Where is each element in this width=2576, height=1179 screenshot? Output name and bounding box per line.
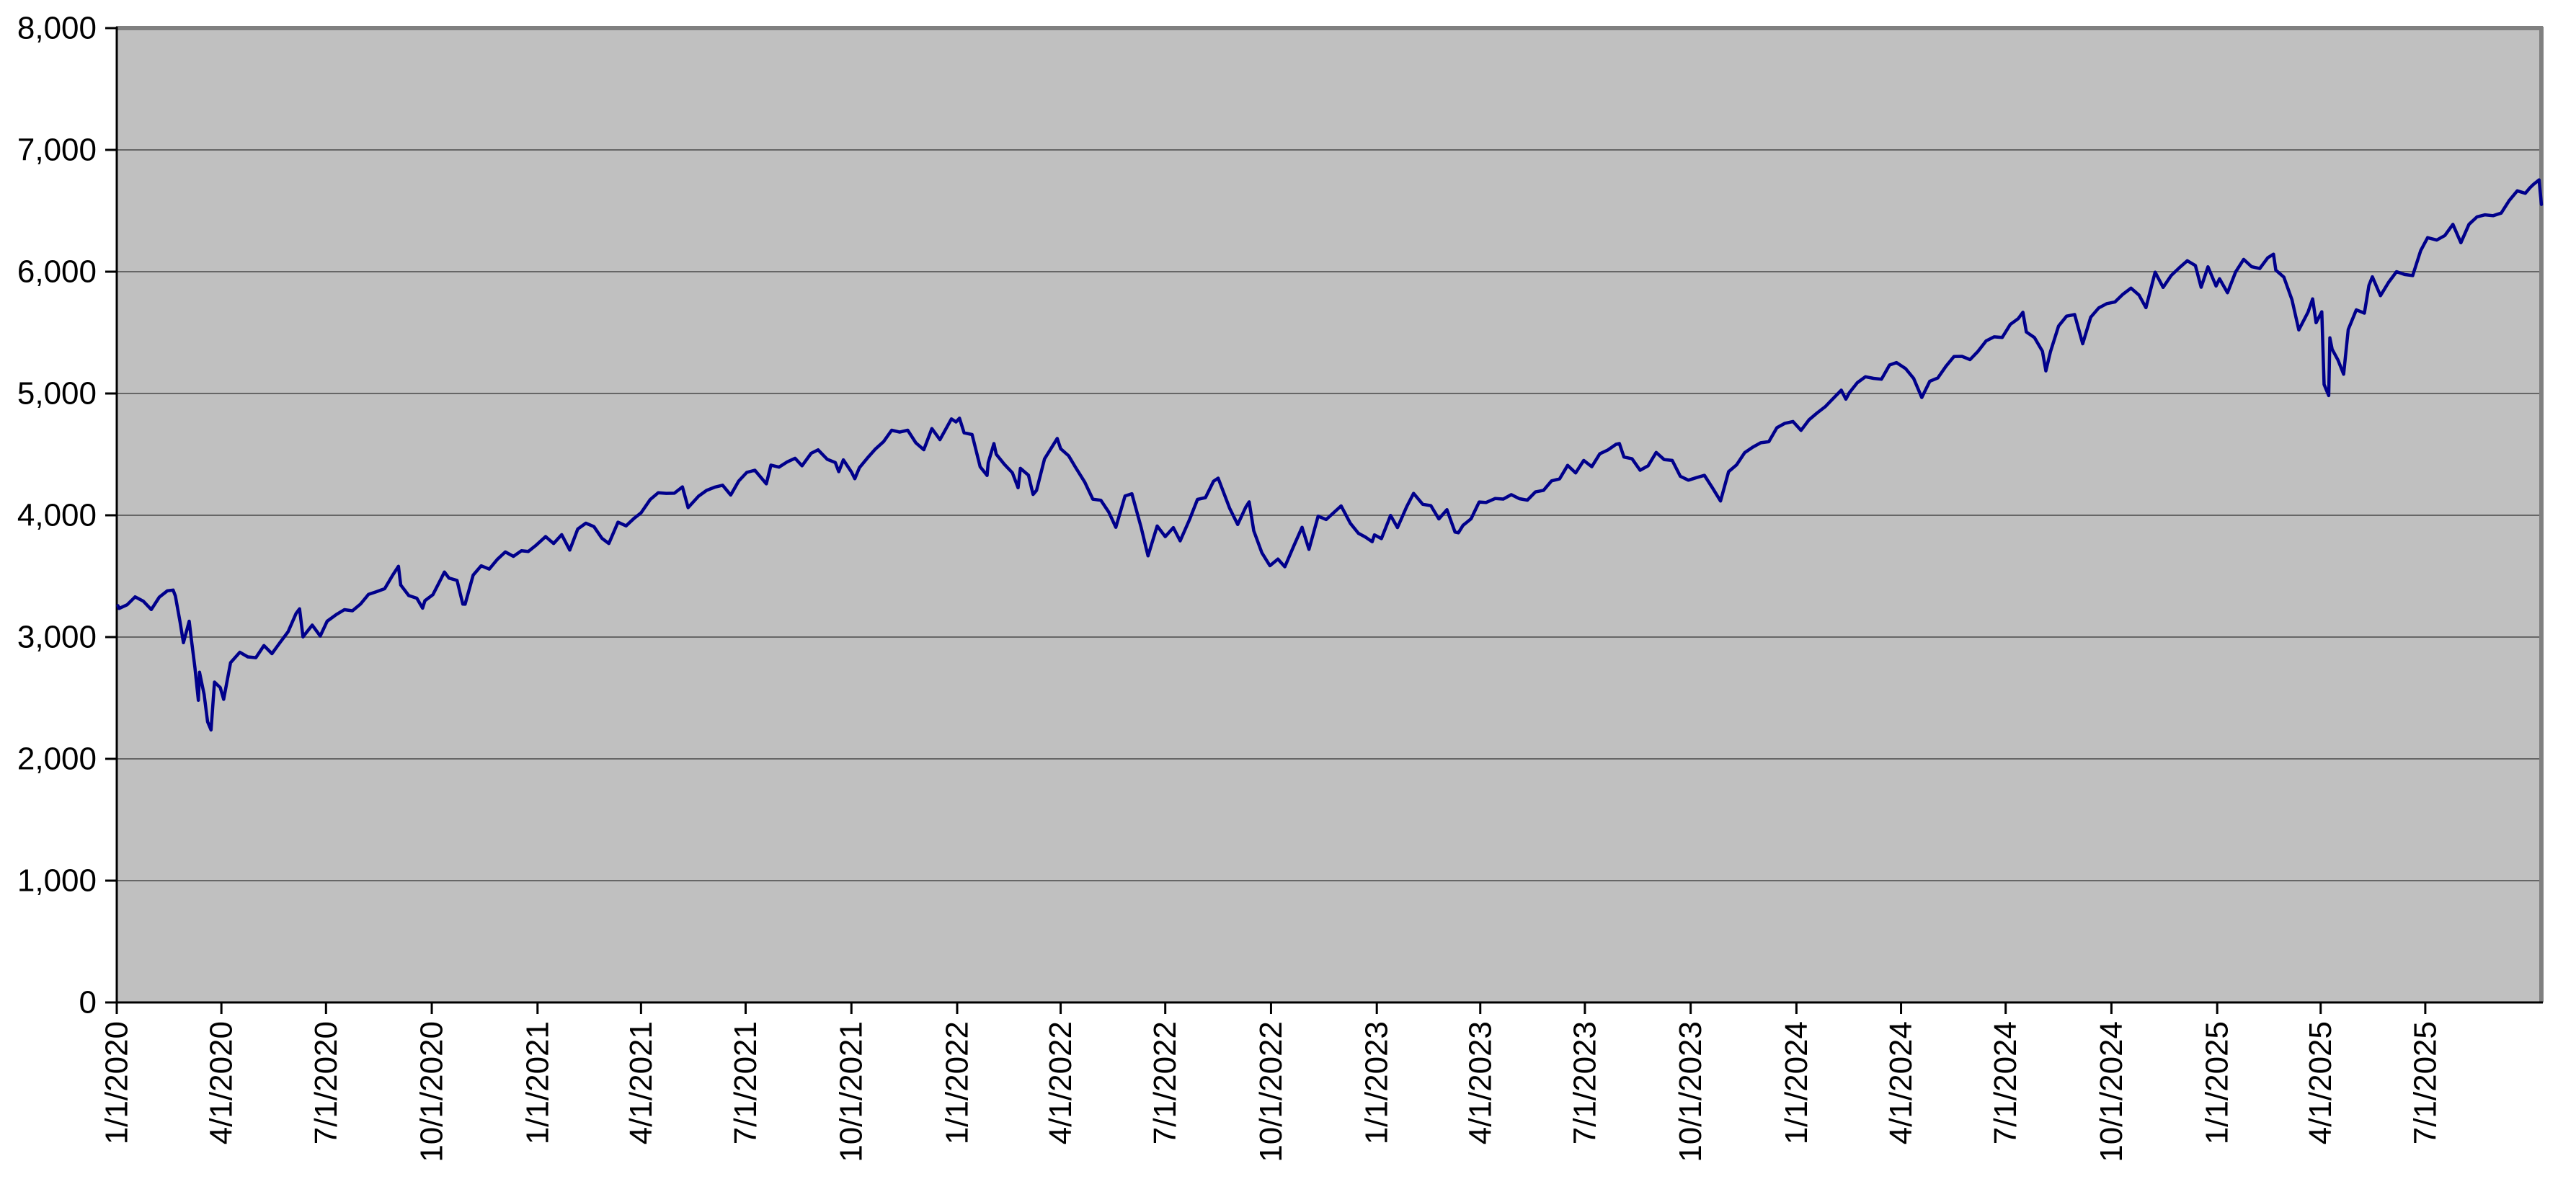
x-axis-tick-label: 7/1/2021 <box>728 1021 763 1144</box>
x-axis-tick-label: 1/1/2023 <box>1359 1021 1395 1144</box>
x-axis-tick-label: 1/1/2020 <box>99 1021 135 1144</box>
x-axis-tick-label: 7/1/2020 <box>308 1021 344 1144</box>
x-axis-tick-label: 10/1/2021 <box>834 1021 869 1162</box>
y-axis-tick-label: 5,000 <box>17 376 97 411</box>
y-axis-tick-label: 3,000 <box>17 620 97 655</box>
x-axis-tick-label: 1/1/2025 <box>2200 1021 2235 1144</box>
x-axis-tick-label: 4/1/2024 <box>1883 1021 1919 1144</box>
y-axis-tick-label: 0 <box>79 985 97 1020</box>
x-axis-tick-label: 4/1/2025 <box>2303 1021 2338 1144</box>
y-axis-tick-label: 8,000 <box>17 11 97 46</box>
y-axis-tick-label: 7,000 <box>17 133 97 168</box>
y-axis-tick-label: 6,000 <box>17 254 97 290</box>
y-axis-tick-label: 4,000 <box>17 498 97 533</box>
y-axis-tick-label: 2,000 <box>17 742 97 777</box>
x-axis-tick-label: 10/1/2022 <box>1253 1021 1289 1162</box>
x-axis-tick-label: 4/1/2022 <box>1043 1021 1078 1144</box>
x-axis-tick-label: 7/1/2025 <box>2407 1021 2443 1144</box>
y-axis-tick-label: 1,000 <box>17 863 97 899</box>
x-axis-tick-label: 7/1/2024 <box>1988 1021 2023 1144</box>
x-axis-tick-label: 1/1/2024 <box>1779 1021 1814 1144</box>
x-axis-tick-label: 1/1/2021 <box>520 1021 555 1144</box>
x-axis-tick-label: 4/1/2020 <box>204 1021 239 1144</box>
x-axis-tick-label: 10/1/2020 <box>414 1021 450 1162</box>
price-line <box>116 178 2544 732</box>
x-axis-tick-label: 10/1/2023 <box>1673 1021 1708 1162</box>
x-axis-tick-label: 4/1/2023 <box>1462 1021 1498 1144</box>
x-axis-tick-label: 10/1/2024 <box>2094 1021 2129 1162</box>
x-axis-tick-label: 4/1/2021 <box>623 1021 659 1144</box>
x-axis-tick-label: 1/1/2022 <box>939 1021 974 1144</box>
x-axis-tick-label: 7/1/2023 <box>1567 1021 1602 1144</box>
x-axis-tick-label: 7/1/2022 <box>1147 1021 1183 1144</box>
